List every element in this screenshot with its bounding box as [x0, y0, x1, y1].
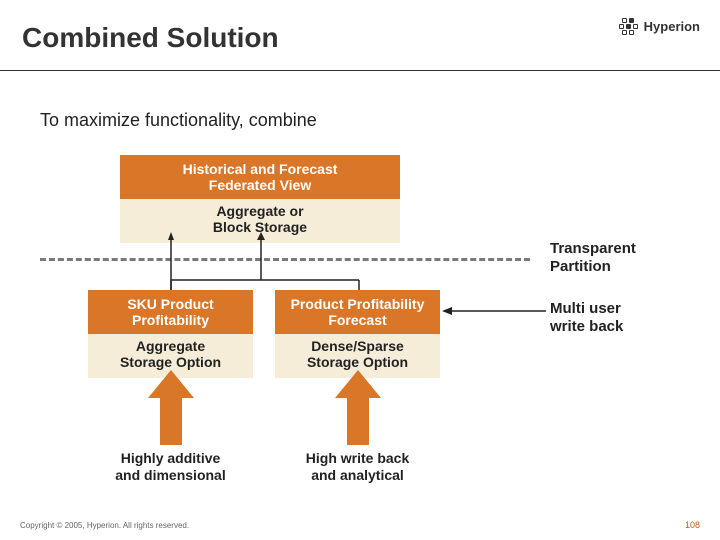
block-arrow-right — [335, 370, 381, 445]
left-caption-l2: and dimensional — [88, 467, 253, 484]
page-number: 108 — [685, 520, 700, 530]
federated-header-l1: Historical and Forecast — [124, 161, 396, 177]
sku-sub-l2: Storage Option — [92, 354, 249, 370]
right-caption-l1: High write back — [275, 450, 440, 467]
federated-header-l2: Federated View — [124, 177, 396, 193]
right-caption: High write back and analytical — [275, 450, 440, 484]
federated-header: Historical and Forecast Federated View — [120, 155, 400, 199]
intro-text: To maximize functionality, combine — [40, 110, 317, 131]
mu-l1: Multi user — [550, 300, 700, 318]
arrow-connector-horiz — [168, 278, 362, 292]
brand-logo: Hyperion — [619, 18, 700, 35]
forecast-sub-l1: Dense/Sparse — [279, 338, 436, 354]
federated-view-box: Historical and Forecast Federated View A… — [120, 155, 400, 243]
block-arrow-left — [148, 370, 194, 445]
left-caption: Highly additive and dimensional — [88, 450, 253, 484]
left-caption-l1: Highly additive — [88, 450, 253, 467]
federated-sub-l1: Aggregate or — [124, 203, 396, 219]
sku-header-l2: Profitability — [92, 312, 249, 328]
forecast-sub-l2: Storage Option — [279, 354, 436, 370]
forecast-header: Product Profitability Forecast — [275, 290, 440, 334]
arrow-join-up — [257, 232, 265, 280]
arrow-multiuser-to-forecast — [442, 306, 546, 316]
slide-title: Combined Solution — [22, 22, 279, 54]
copyright-footer: Copyright © 2005, Hyperion. All rights r… — [20, 521, 189, 530]
right-caption-l2: and analytical — [275, 467, 440, 484]
sku-sub-l1: Aggregate — [92, 338, 249, 354]
mu-l2: write back — [550, 318, 700, 336]
title-rule — [0, 70, 720, 71]
sku-header-l1: SKU Product — [92, 296, 249, 312]
tp-l1: Transparent — [550, 240, 700, 258]
logo-text: Hyperion — [644, 19, 700, 34]
logo-icon — [619, 18, 638, 35]
transparent-partition-label: Transparent Partition — [550, 240, 700, 276]
forecast-header-l1: Product Profitability — [279, 296, 436, 312]
forecast-header-l2: Forecast — [279, 312, 436, 328]
sku-profitability-box: SKU Product Profitability Aggregate Stor… — [88, 290, 253, 378]
partition-divider — [40, 258, 530, 261]
multi-user-label: Multi user write back — [550, 300, 700, 336]
sku-header: SKU Product Profitability — [88, 290, 253, 334]
forecast-box: Product Profitability Forecast Dense/Spa… — [275, 290, 440, 378]
tp-l2: Partition — [550, 258, 700, 276]
